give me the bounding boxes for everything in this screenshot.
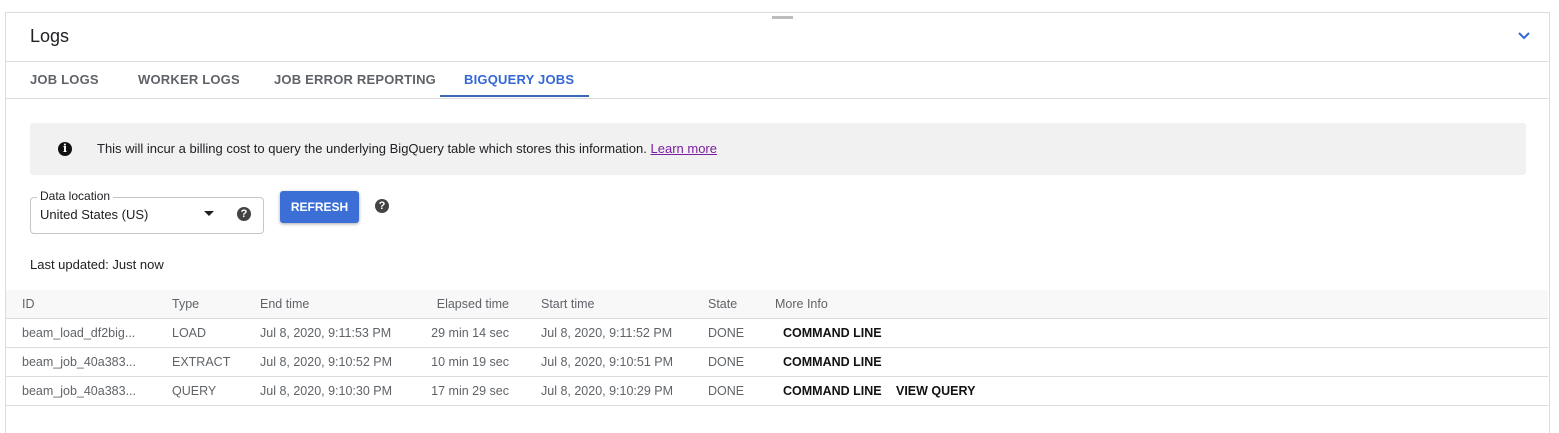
- start-time: Jul 8, 2020, 9:10:29 PM: [541, 384, 674, 398]
- panel-title: Logs: [30, 26, 70, 46]
- job-state: DONE: [708, 326, 745, 340]
- job-state: DONE: [708, 384, 745, 398]
- job-type: EXTRACT: [172, 355, 231, 369]
- info-icon: i: [58, 142, 72, 156]
- col-type[interactable]: Type: [172, 297, 200, 311]
- dropdown-arrow-icon[interactable]: [204, 211, 214, 216]
- col-state[interactable]: State: [708, 297, 738, 311]
- end-time: Jul 8, 2020, 9:10:52 PM: [260, 355, 393, 369]
- elapsed-time: 17 min 29 sec: [431, 384, 509, 398]
- start-time: Jul 8, 2020, 9:10:51 PM: [541, 355, 674, 369]
- table-row: beam_load_df2big... LOAD Jul 8, 2020, 9:11…: [6, 319, 1548, 348]
- job-type: QUERY: [172, 384, 217, 398]
- tab-bigquery-jobs[interactable]: BIGQUERY JOBS: [464, 72, 575, 87]
- banner-text: This will incur a billing cost to query …: [97, 141, 717, 156]
- col-end-time[interactable]: End time: [260, 297, 310, 311]
- learn-more-link[interactable]: Learn more: [650, 141, 717, 156]
- help-icon[interactable]: ?: [237, 207, 251, 221]
- refresh-button[interactable]: REFRESH: [280, 191, 359, 223]
- table-header: ID Type End time Elapsed time Start time…: [6, 290, 1548, 319]
- start-time: Jul 8, 2020, 9:11:52 PM: [541, 326, 673, 340]
- job-type: LOAD: [172, 326, 207, 340]
- command-line-button[interactable]: COMMAND LINE: [783, 326, 882, 340]
- job-state: DONE: [708, 355, 745, 369]
- job-id: beam_load_df2big...: [22, 326, 136, 340]
- col-id[interactable]: ID: [22, 297, 35, 311]
- data-location-select[interactable]: [30, 197, 264, 234]
- col-start-time[interactable]: Start time: [541, 297, 595, 311]
- last-updated: Last updated: Just now: [30, 257, 164, 272]
- command-line-button[interactable]: COMMAND LINE: [783, 384, 882, 398]
- banner-message: This will incur a billing cost to query …: [97, 141, 647, 156]
- table-row: beam_job_40a383... EXTRACT Jul 8, 2020, 9:…: [6, 348, 1548, 377]
- data-location-label: Data location: [37, 189, 114, 203]
- divider: [6, 61, 1548, 62]
- tab-job-error-reporting[interactable]: JOB ERROR REPORTING: [274, 72, 436, 87]
- divider: [6, 98, 1548, 99]
- col-more-info: More Info: [775, 297, 828, 311]
- data-location-value: United States (US): [40, 207, 149, 222]
- job-id: beam_job_40a383...: [22, 355, 136, 369]
- command-line-button[interactable]: COMMAND LINE: [783, 355, 882, 369]
- billing-banner: [30, 123, 1526, 175]
- job-id: beam_job_40a383...: [22, 384, 136, 398]
- tab-job-logs[interactable]: JOB LOGS: [30, 72, 99, 87]
- col-elapsed-time[interactable]: Elapsed time: [436, 297, 509, 311]
- tab-worker-logs[interactable]: WORKER LOGS: [138, 72, 240, 87]
- resize-handle[interactable]: [772, 16, 793, 19]
- end-time: Jul 8, 2020, 9:10:30 PM: [260, 384, 393, 398]
- logs-panel: [5, 12, 1550, 433]
- elapsed-time: 29 min 14 sec: [431, 326, 509, 340]
- view-query-button[interactable]: VIEW QUERY: [896, 384, 976, 398]
- active-tab-indicator: [440, 95, 589, 97]
- elapsed-time: 10 min 19 sec: [431, 355, 509, 369]
- help-icon[interactable]: ?: [375, 199, 389, 213]
- end-time: Jul 8, 2020, 9:11:53 PM: [260, 326, 392, 340]
- table-row: beam_job_40a383... QUERY Jul 8, 2020, 9:10…: [6, 377, 1548, 406]
- chevron-down-icon[interactable]: [1516, 28, 1532, 44]
